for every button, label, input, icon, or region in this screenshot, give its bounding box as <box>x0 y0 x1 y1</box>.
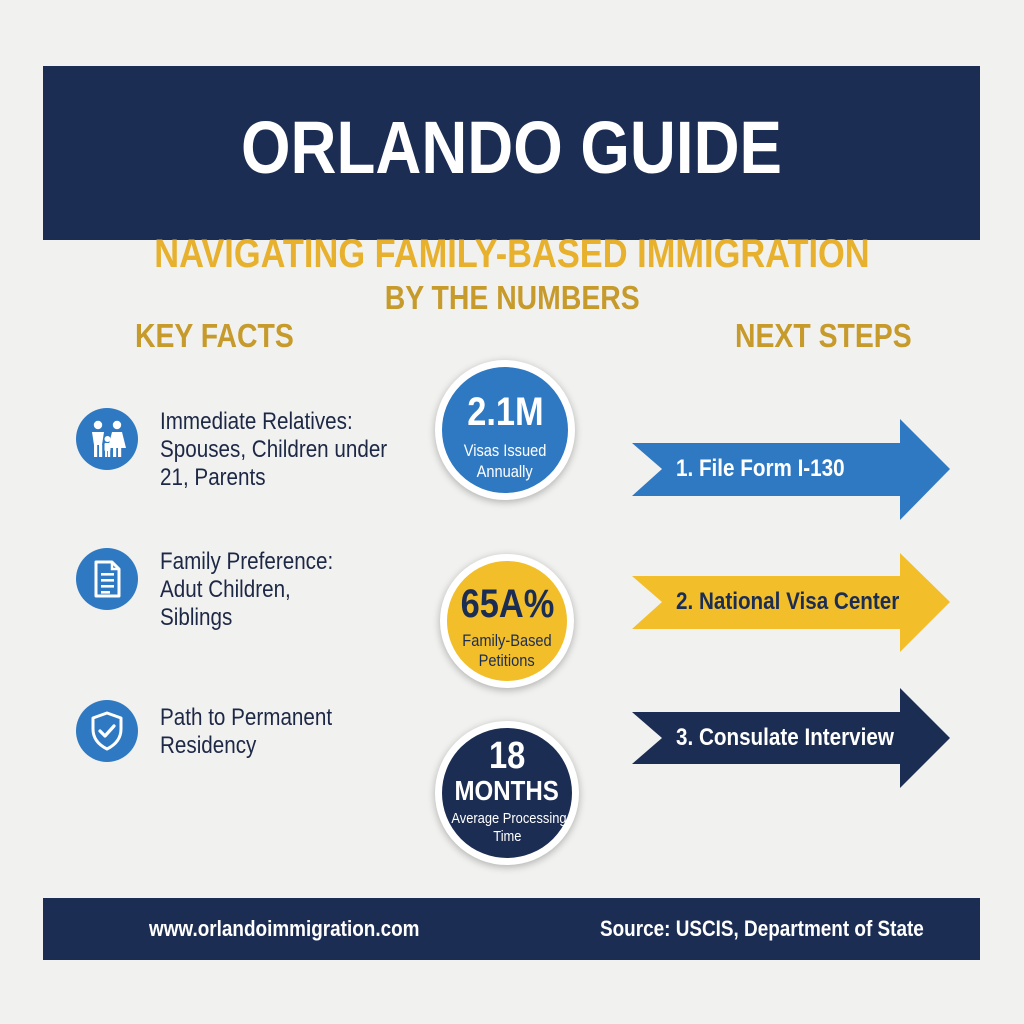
fact-line: Spouses, Children under <box>160 436 388 463</box>
step-label: 2. National Visa Center <box>676 588 936 616</box>
footer-source: Source: USCIS, Department of State <box>600 915 977 943</box>
stat-caption: Visas Issued <box>463 441 547 460</box>
document-icon <box>76 548 138 610</box>
step-arrow-consulate-interview: 3. Consulate Interview <box>632 688 950 788</box>
heading-next-steps: NEXT STEPS <box>735 318 940 354</box>
page-title-text: ORLANDO GUIDE <box>241 106 782 189</box>
heading-key-facts-text: KEY FACTS <box>135 317 294 354</box>
footer-banner: www.orlandoimmigration.com Source: USCIS… <box>43 898 980 960</box>
stat-caption: Annually <box>476 462 534 481</box>
stat-processing-time: 18 MONTHS Average Processing Time <box>435 721 579 865</box>
page-subtitle: NAVIGATING FAMILY-BASED IMMIGRATION <box>43 232 980 276</box>
stat-caption: Average Processing <box>451 810 567 827</box>
footer-website-text: www.orlandoimmigration.com <box>149 916 420 941</box>
family-icon <box>76 408 138 470</box>
heading-next-steps-text: NEXT STEPS <box>735 317 912 354</box>
step-label-text: 3. Consulate Interview <box>676 724 894 751</box>
fact-line: Path to Permanent <box>160 704 333 731</box>
footer-website: www.orlandoimmigration.com <box>149 915 464 943</box>
fact-line: Family Preference: <box>160 548 334 575</box>
fact-line: Residency <box>160 732 257 759</box>
stat-value: 65A% <box>460 582 554 626</box>
fact-line: Adut Children, <box>160 576 291 603</box>
stat-value: 18 <box>488 735 526 777</box>
stat-caption: Family-Based <box>462 631 552 650</box>
stat-family-based-petitions: 65A% Family-Based Petitions <box>440 554 574 688</box>
step-arrow-national-visa-center: 2. National Visa Center <box>632 553 950 652</box>
arrow-shape-icon <box>632 419 950 520</box>
fact-line: Immediate Relatives: <box>160 408 353 435</box>
arrow-shape-icon <box>632 688 950 788</box>
fact-permanent-residency: Path to Permanent Residency <box>160 704 360 760</box>
header-banner: ORLANDO GUIDE NAVIGATING FAMILY-BASED IM… <box>43 66 980 276</box>
heading-by-the-numbers-text: BY THE NUMBERS <box>384 279 640 316</box>
heading-by-the-numbers: BY THE NUMBERS <box>0 280 1024 316</box>
fact-line: 21, Parents <box>160 464 266 491</box>
stat-caption: Petitions <box>478 651 536 670</box>
fact-family-preference: Family Preference: Adut Children, Siblin… <box>160 548 361 632</box>
step-label: 1. File Form I-130 <box>676 455 872 483</box>
footer-source-text: Source: USCIS, Department of State <box>600 916 924 941</box>
fact-line: Siblings <box>160 604 233 631</box>
stat-value: 2.1M <box>466 390 544 434</box>
step-label-text: 1. File Form I-130 <box>676 455 845 482</box>
page-subtitle-text: NAVIGATING FAMILY-BASED IMMIGRATION <box>153 232 870 276</box>
step-label-text: 2. National Visa Center <box>676 588 900 615</box>
stat-visas-issued: 2.1M Visas Issued Annually <box>435 360 575 500</box>
page-title: ORLANDO GUIDE <box>43 108 980 188</box>
step-label: 3. Consulate Interview <box>676 724 929 752</box>
stat-caption: Time <box>492 828 522 845</box>
stat-unit: MONTHS <box>454 775 560 806</box>
shield-check-icon <box>76 700 138 762</box>
step-arrow-file-form: 1. File Form I-130 <box>632 419 950 520</box>
heading-key-facts: KEY FACTS <box>135 318 320 354</box>
arrow-shape-icon <box>632 553 950 652</box>
fact-immediate-relatives: Immediate Relatives: Spouses, Children u… <box>160 408 424 492</box>
